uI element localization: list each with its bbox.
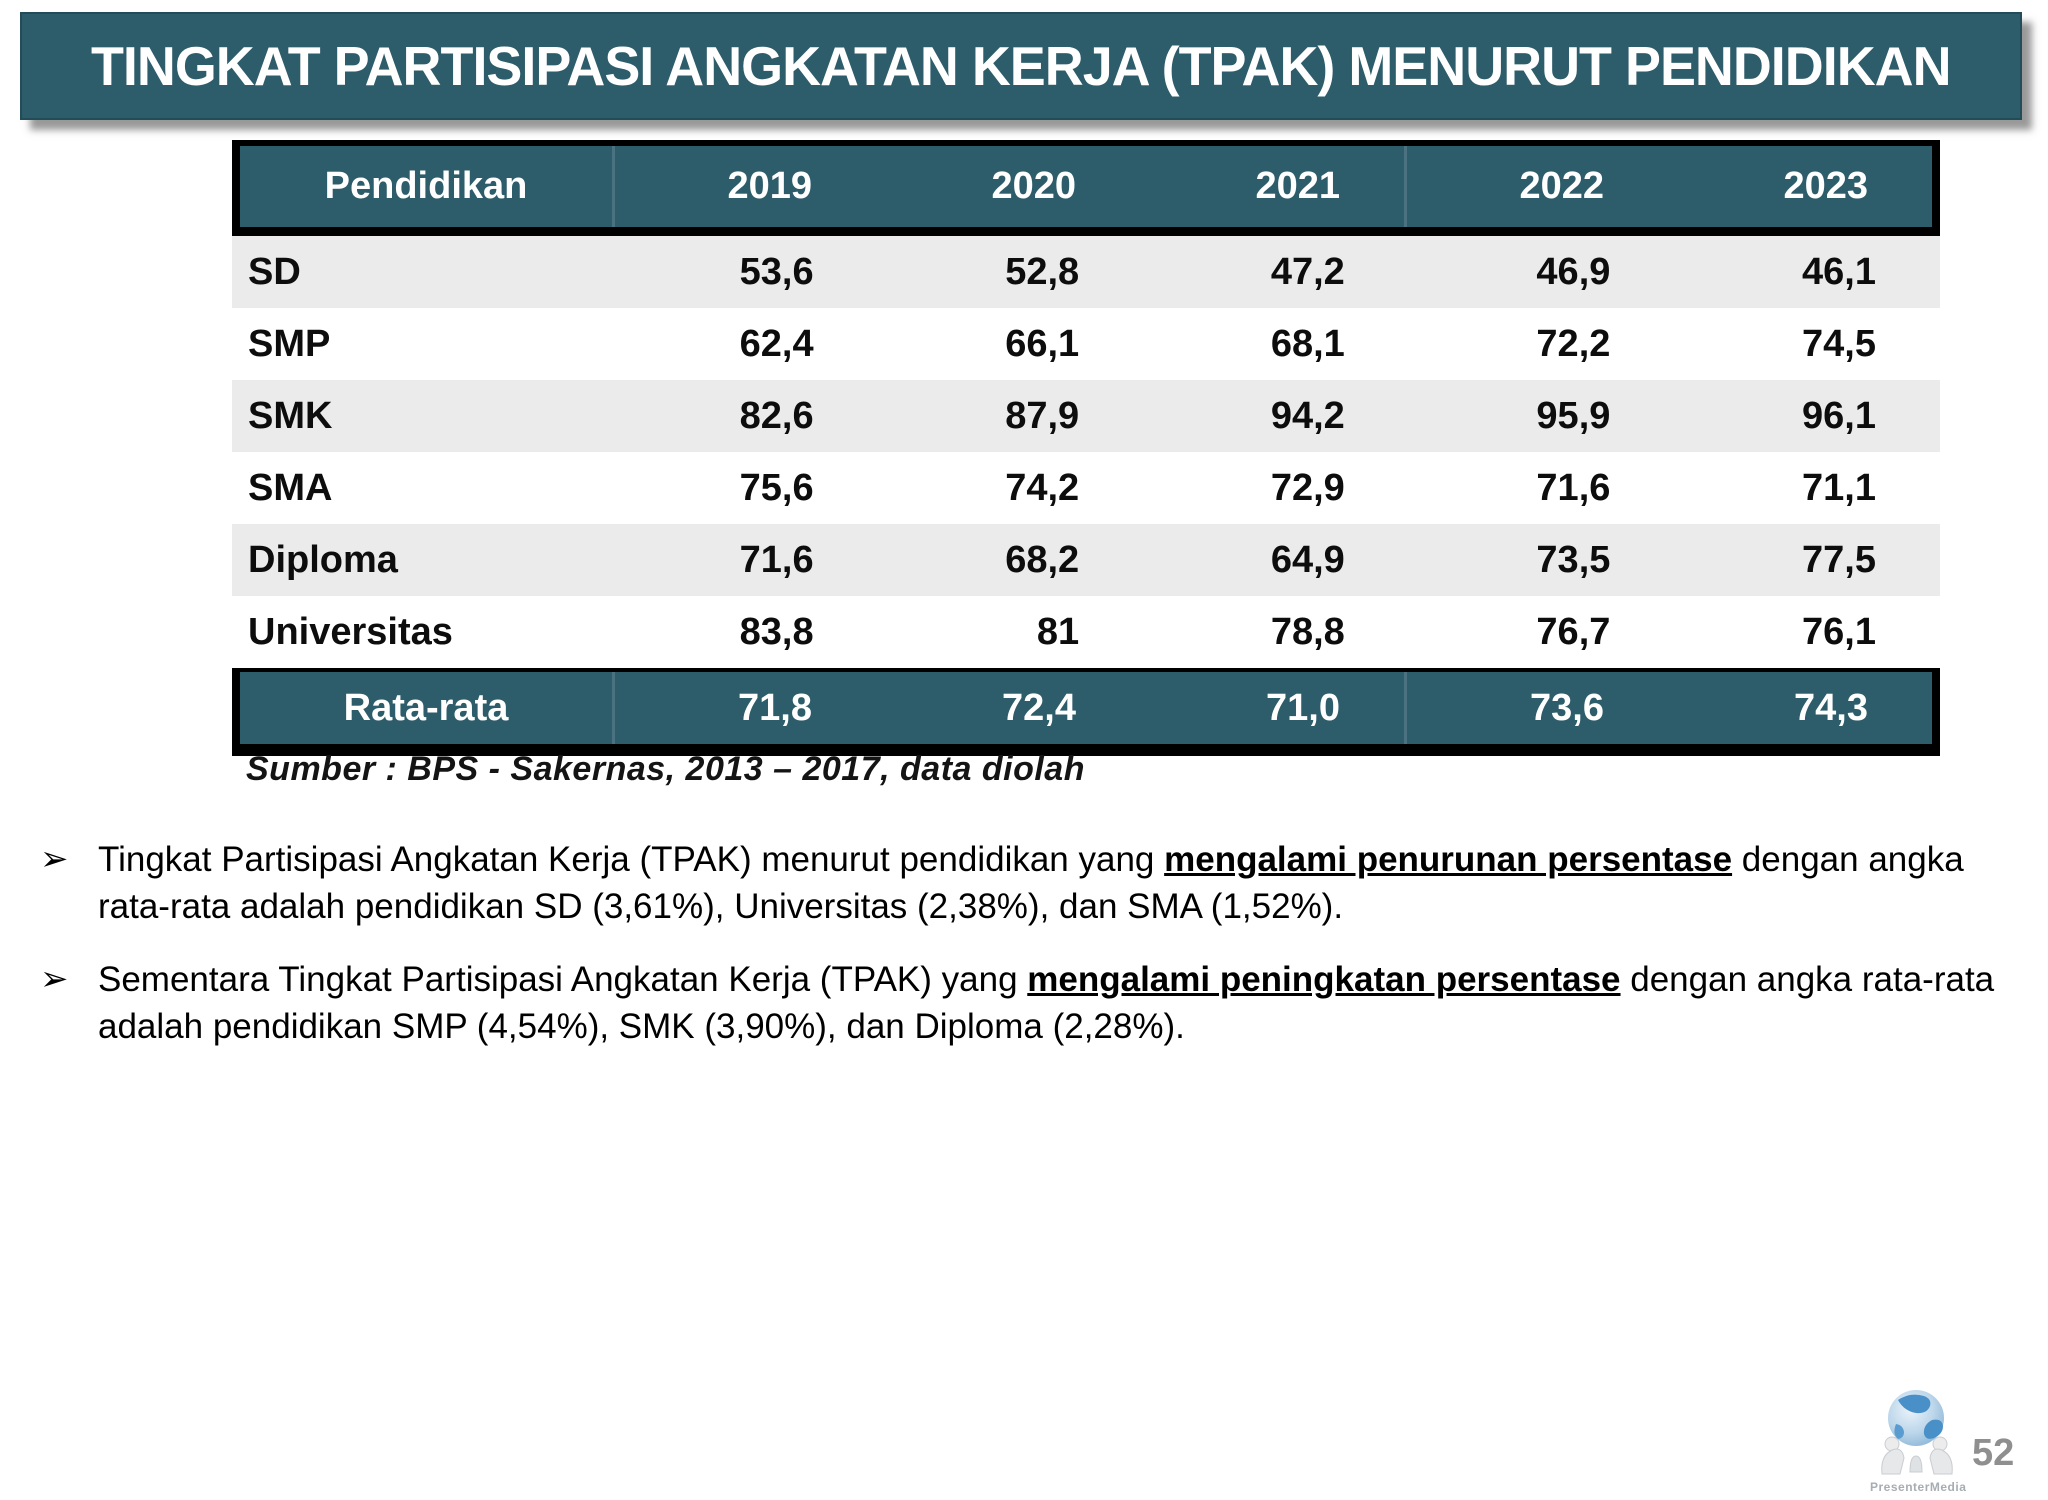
table-cell: 78,8 xyxy=(1270,610,1345,653)
table-cell: 95,9 xyxy=(1536,394,1611,437)
title-bar: TINGKAT PARTISIPASI ANGKATAN KERJA (TPAK… xyxy=(20,12,2022,120)
table-row-diploma: Diploma 71,6 68,2 64,9 73,5 77,5 xyxy=(232,524,1940,596)
table-cell: 71,1 xyxy=(1802,466,1876,509)
row-label: SMK xyxy=(248,394,333,437)
table-cell: 46,9 xyxy=(1536,250,1611,293)
table-cell: 74,5 xyxy=(1802,322,1876,365)
row-label: SMP xyxy=(248,322,331,365)
table-cell: 76,1 xyxy=(1802,610,1876,653)
table-row-sma: SMA 75,6 74,2 72,9 71,6 71,1 xyxy=(232,452,1940,524)
table-row-sd: SD 53,6 52,8 47,2 46,9 46,1 xyxy=(232,236,1940,308)
table-cell: 94,2 xyxy=(1270,394,1345,437)
bullet-text-emphasis: mengalami peningkatan persentase xyxy=(1027,960,1621,999)
tpak-table: Pendidikan 2019 2020 2021 2022 2023 SD 5… xyxy=(232,140,1940,756)
footer-label: Rata-rata xyxy=(343,686,509,729)
bullet-item: ➢ Sementara Tingkat Partisipasi Angkatan… xyxy=(40,956,2015,1050)
column-header-2020: 2020 xyxy=(991,165,1076,207)
bullet-text-pre: Tingkat Partisipasi Angkatan Kerja (TPAK… xyxy=(98,840,1165,879)
table-cell: 53,6 xyxy=(739,250,814,293)
bullet-list: ➢ Tingkat Partisipasi Angkatan Kerja (TP… xyxy=(40,836,2015,1076)
table-footer-row: Rata-rata 71,8 72,4 71,0 73,6 74,3 xyxy=(232,668,1940,756)
column-header-pendidikan: Pendidikan xyxy=(324,165,528,207)
bullet-text-pre: Sementara Tingkat Partisipasi Angkatan K… xyxy=(98,960,1028,999)
table-cell: 73,6 xyxy=(1404,672,1668,744)
bullet-text: Tingkat Partisipasi Angkatan Kerja (TPAK… xyxy=(98,836,2015,930)
bullet-arrow-icon: ➢ xyxy=(40,959,69,999)
table-cell: 74,2 xyxy=(1005,466,1080,509)
table-cell: 68,1 xyxy=(1270,322,1345,365)
table-row-smk: SMK 82,6 87,9 94,2 95,9 96,1 xyxy=(232,380,1940,452)
table-cell: 72,2 xyxy=(1536,322,1611,365)
bullet-text-post: dengan angka rata-rata adalah pendidikan… xyxy=(98,840,1964,926)
globe-figures-icon xyxy=(1881,1390,1953,1475)
bullet-item: ➢ Tingkat Partisipasi Angkatan Kerja (TP… xyxy=(40,836,2015,930)
column-header-2021: 2021 xyxy=(1255,165,1340,207)
table-cell: 87,9 xyxy=(1005,394,1080,437)
table-cell: 64,9 xyxy=(1270,538,1345,581)
row-label: SD xyxy=(248,250,301,293)
table-cell: 66,1 xyxy=(1005,322,1080,365)
table-cell: 68,2 xyxy=(1005,538,1080,581)
row-label: Diploma xyxy=(248,538,398,581)
column-header-2023: 2023 xyxy=(1783,165,1868,207)
table-cell: 62,4 xyxy=(739,322,814,365)
table-cell: 76,7 xyxy=(1536,610,1611,653)
table-cell: 74,3 xyxy=(1794,686,1868,729)
table-cell: 75,6 xyxy=(739,466,814,509)
table-cell: 96,1 xyxy=(1802,394,1876,437)
table-cell: 71,8 xyxy=(612,672,876,744)
table-cell: 46,1 xyxy=(1802,250,1876,293)
table-cell: 77,5 xyxy=(1802,538,1876,581)
table-cell: 81 xyxy=(1036,610,1080,653)
table-cell: 83,8 xyxy=(739,610,814,653)
table-cell: 72,4 xyxy=(1002,686,1076,729)
column-header-2019: 2019 xyxy=(612,146,876,227)
column-header-2022: 2022 xyxy=(1404,146,1668,227)
table-cell: 47,2 xyxy=(1270,250,1345,293)
bullet-arrow-icon: ➢ xyxy=(40,839,69,879)
table-cell: 71,0 xyxy=(1266,686,1340,729)
table-cell: 82,6 xyxy=(739,394,814,437)
table-row-universitas: Universitas 83,8 81 78,8 76,7 76,1 xyxy=(232,596,1940,668)
logo-text: PresenterMedia xyxy=(1870,1480,1967,1494)
row-label: Universitas xyxy=(248,610,453,653)
table-cell: 52,8 xyxy=(1005,250,1080,293)
bullet-text: Sementara Tingkat Partisipasi Angkatan K… xyxy=(98,956,2015,1050)
page-number: 52 xyxy=(1972,1432,2015,1474)
table-row-smp: SMP 62,4 66,1 68,1 72,2 74,5 xyxy=(232,308,1940,380)
bullet-text-post: dengan angka rata-rata adalah pendidikan… xyxy=(98,960,1995,1046)
source-note: Sumber : BPS - Sakernas, 2013 – 2017, da… xyxy=(246,750,1085,788)
table-header-row: Pendidikan 2019 2020 2021 2022 2023 xyxy=(232,140,1940,236)
table-cell: 71,6 xyxy=(1536,466,1611,509)
bullet-text-emphasis: mengalami penurunan persentase xyxy=(1164,840,1733,879)
page-title: TINGKAT PARTISIPASI ANGKATAN KERJA (TPAK… xyxy=(91,35,1952,97)
table-cell: 71,6 xyxy=(739,538,814,581)
table-cell: 72,9 xyxy=(1270,466,1345,509)
table-cell: 73,5 xyxy=(1536,538,1611,581)
presentermedia-logo: PresenterMedia xyxy=(1868,1386,1968,1494)
row-label: SMA xyxy=(248,466,333,509)
